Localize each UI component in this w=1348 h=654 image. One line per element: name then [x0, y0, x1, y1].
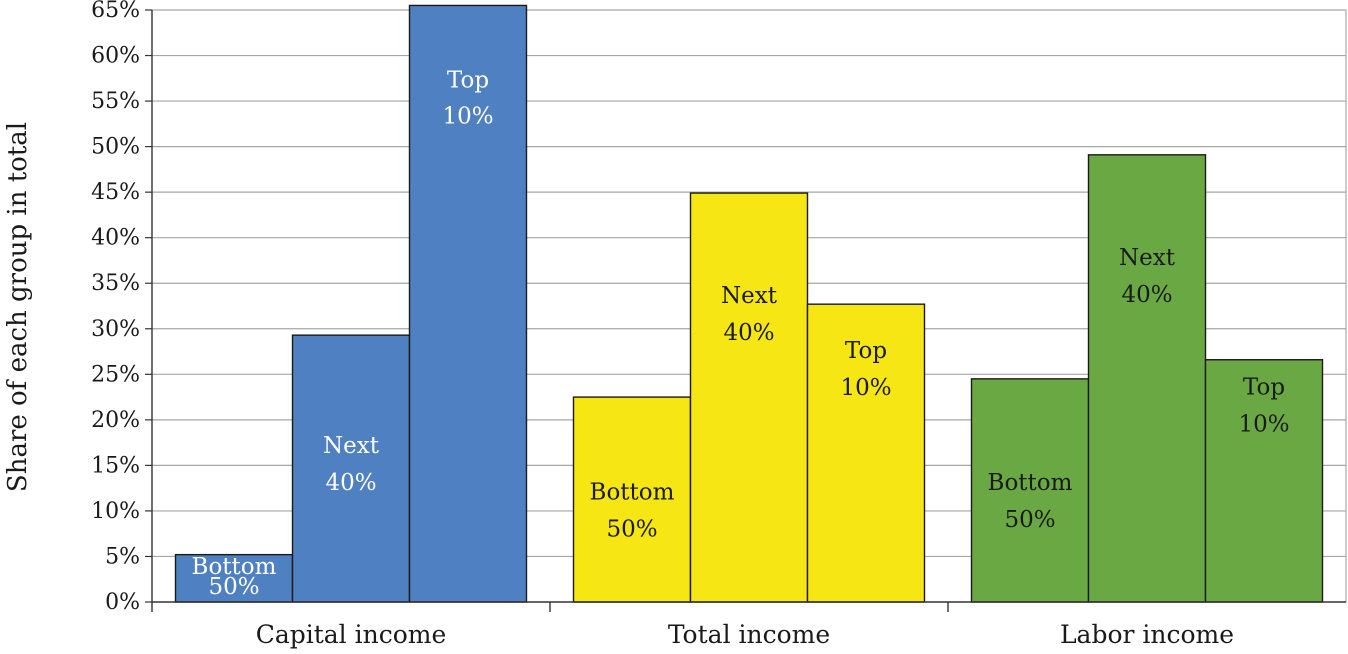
y-tick-label: 30%: [91, 317, 140, 342]
y-tick-label: 35%: [91, 271, 140, 296]
y-tick-label: 50%: [91, 135, 140, 160]
y-tick-label: 60%: [91, 44, 140, 69]
labels: 0% 5% 10% 15% 20% 25% 30% 35% 40% 45% 50% 55% 60% 65%…: [91, 0, 1289, 649]
bar-label: 50%: [606, 516, 657, 542]
bar-label: Bottom: [192, 554, 277, 580]
x-category-label: Labor income: [1060, 620, 1234, 649]
y-tick-label: 10%: [91, 499, 140, 524]
bar: [408, 4, 528, 603]
y-tick-label: 40%: [91, 226, 140, 251]
bar: [806, 303, 926, 603]
bar-label: Top: [1243, 375, 1285, 401]
bar: [689, 192, 809, 603]
bar-label: 10%: [1238, 412, 1289, 438]
y-tick-label: 15%: [91, 453, 140, 478]
y-tick-label: 5%: [105, 544, 140, 569]
y-tick-label: 20%: [91, 408, 140, 433]
bar: [1204, 359, 1324, 603]
bar-label: 10%: [840, 375, 891, 401]
bar-label: 40%: [1121, 282, 1172, 308]
y-axis-label: Share of each group in total: [3, 122, 33, 492]
bar-label: Next: [721, 283, 778, 309]
bar: [291, 334, 411, 603]
bar-label: 50%: [1004, 507, 1055, 533]
y-tick-label: 0%: [105, 590, 140, 615]
bar-label: Bottom: [590, 479, 675, 505]
x-category-label: Total income: [668, 620, 830, 649]
bar-label: 40%: [325, 470, 376, 496]
bar: [970, 378, 1090, 603]
y-tick-label: 45%: [91, 180, 140, 205]
bar: [1087, 154, 1207, 603]
bar-label: Top: [447, 67, 489, 93]
bar: [572, 396, 692, 603]
y-tick-label: 55%: [91, 89, 140, 114]
bar: [174, 553, 294, 603]
y-tick-label: 25%: [91, 362, 140, 387]
bar-label: Next: [323, 433, 380, 459]
bar-label: Top: [845, 338, 887, 364]
bar-label: 50%: [208, 574, 259, 600]
bar-label: Bottom: [988, 470, 1073, 496]
axes: [145, 9, 1346, 612]
x-category-label: Capital income: [256, 620, 447, 649]
bar-label: Next: [1119, 245, 1176, 271]
bar-label: 10%: [442, 103, 493, 129]
bar-label: 40%: [723, 320, 774, 346]
y-tick-label: 65%: [91, 0, 140, 23]
